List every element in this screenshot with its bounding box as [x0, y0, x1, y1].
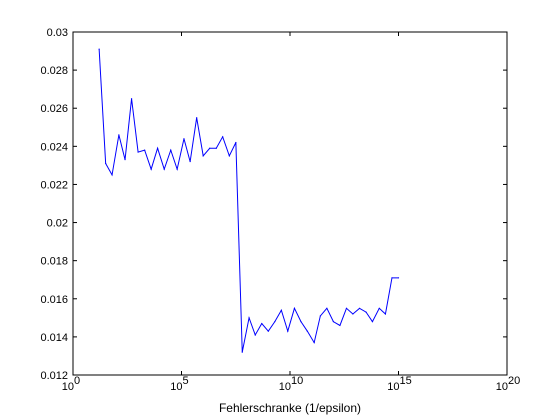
x-tick-label: 10 20 — [496, 375, 521, 393]
data-point — [170, 149, 172, 151]
data-point — [150, 168, 152, 170]
x-tick-label-base: 10 — [62, 381, 74, 393]
x-tick-label: 10 0 — [62, 375, 80, 393]
data-point — [228, 155, 230, 157]
data-point — [156, 147, 159, 149]
y-tick-label: 0.028 — [40, 65, 68, 77]
plot-frame — [72, 31, 508, 376]
y-tick-label: 0.016 — [40, 294, 68, 306]
x-tick-label-exponent: 5 — [183, 375, 189, 387]
y-tick-label: 0.014 — [40, 332, 68, 344]
data-point — [287, 330, 289, 332]
data-point — [183, 138, 185, 140]
data-point — [397, 277, 400, 279]
data-point — [384, 313, 387, 315]
data-point — [105, 162, 107, 165]
data-point — [215, 147, 217, 149]
x-axis-label: Fehlerschranke (1/epsilon) — [219, 401, 361, 415]
data-point — [332, 321, 334, 323]
x-tick-label-base: 10 — [496, 381, 508, 393]
x-tick-label-base: 10 — [387, 381, 399, 393]
x-tick-label-exponent: 0 — [74, 375, 80, 387]
data-point — [189, 160, 191, 163]
data-point — [319, 315, 321, 317]
plot-background — [73, 32, 507, 375]
data-point — [261, 322, 263, 325]
data-point — [144, 149, 146, 151]
data-point — [371, 321, 374, 323]
data-point — [124, 159, 126, 161]
data-point — [98, 48, 100, 50]
data-point — [241, 351, 243, 353]
x-tick-label-base: 10 — [170, 381, 182, 393]
data-point — [118, 134, 120, 136]
data-point — [300, 321, 302, 323]
y-tick-label: 0.018 — [40, 256, 68, 268]
data-point — [222, 136, 224, 138]
data-point — [267, 330, 269, 332]
series-layer — [98, 48, 400, 353]
data-point — [111, 174, 113, 176]
x-tick-label: 10 10 — [279, 375, 304, 393]
data-point — [196, 117, 198, 119]
x-tick-label-exponent: 15 — [400, 375, 412, 387]
data-point — [391, 277, 393, 279]
data-point — [365, 311, 367, 313]
data-point — [248, 317, 250, 319]
x-tick-label: 10 5 — [170, 375, 188, 393]
data-point — [280, 309, 282, 311]
data-point — [326, 307, 328, 309]
data-point — [137, 151, 139, 153]
data-point — [306, 330, 308, 332]
data-point — [235, 141, 237, 144]
data-point — [345, 307, 348, 309]
data-point — [339, 324, 341, 327]
data-point — [293, 307, 296, 309]
data-point — [352, 313, 354, 315]
data-point — [254, 334, 256, 336]
data-point — [358, 307, 361, 309]
data-point — [274, 321, 276, 323]
data-point — [163, 168, 165, 170]
y-tick-label: 0.012 — [40, 370, 68, 382]
data-point — [313, 342, 315, 344]
data-point — [130, 98, 133, 100]
y-tick-label: 0.02 — [47, 218, 68, 230]
x-tick-label-base: 10 — [279, 381, 291, 393]
x-tick-label-exponent: 20 — [508, 375, 520, 387]
y-tick-label: 0.022 — [40, 179, 68, 191]
y-tick-label: 0.03 — [47, 27, 68, 39]
data-point — [209, 147, 211, 149]
y-tick-label: 0.024 — [40, 141, 68, 153]
x-tick-label-exponent: 10 — [291, 375, 303, 387]
x-tick-label: 10 15 — [387, 375, 412, 393]
data-point — [176, 168, 178, 170]
data-point — [202, 155, 204, 157]
y-tick-label: 0.026 — [40, 103, 68, 115]
data-point — [378, 307, 380, 309]
